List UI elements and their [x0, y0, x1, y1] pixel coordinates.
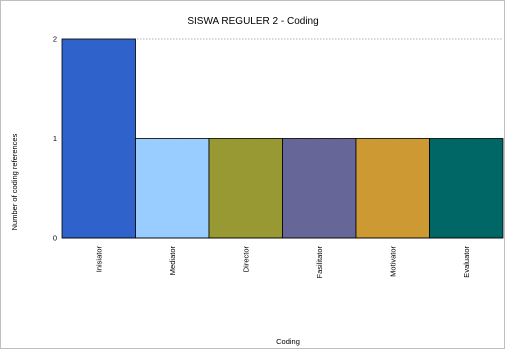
y-tick-label: 0 [53, 234, 57, 243]
bar-motivator [355, 138, 430, 239]
bar-director [208, 138, 283, 239]
chart-title: SISWA REGULER 2 - Coding [187, 16, 318, 27]
x-tick-label: Director [241, 246, 250, 273]
x-tick-label: Mediator [168, 246, 177, 276]
bar-inisiator [61, 38, 136, 239]
x-axis-label: Coding [276, 337, 300, 346]
y-tick-label: 2 [53, 35, 57, 44]
x-tick-label: Inisiator [94, 246, 103, 273]
x-tick-label: Motivator [388, 245, 397, 276]
y-tick-labels: 0 1 2 [53, 35, 57, 243]
x-tick-labels: Inisiator Mediator Director Fasilitator Moti… [94, 245, 471, 278]
x-tick-label: Evaluator [462, 246, 471, 278]
bar-mediator [135, 138, 210, 239]
bars [61, 38, 504, 239]
y-axis-label: Number of coding references [10, 133, 19, 230]
bar-evaluator [429, 138, 504, 239]
x-tick-label: Fasilitator [315, 246, 324, 279]
y-tick-label: 1 [53, 134, 57, 143]
bar-fasilitator [282, 138, 357, 239]
